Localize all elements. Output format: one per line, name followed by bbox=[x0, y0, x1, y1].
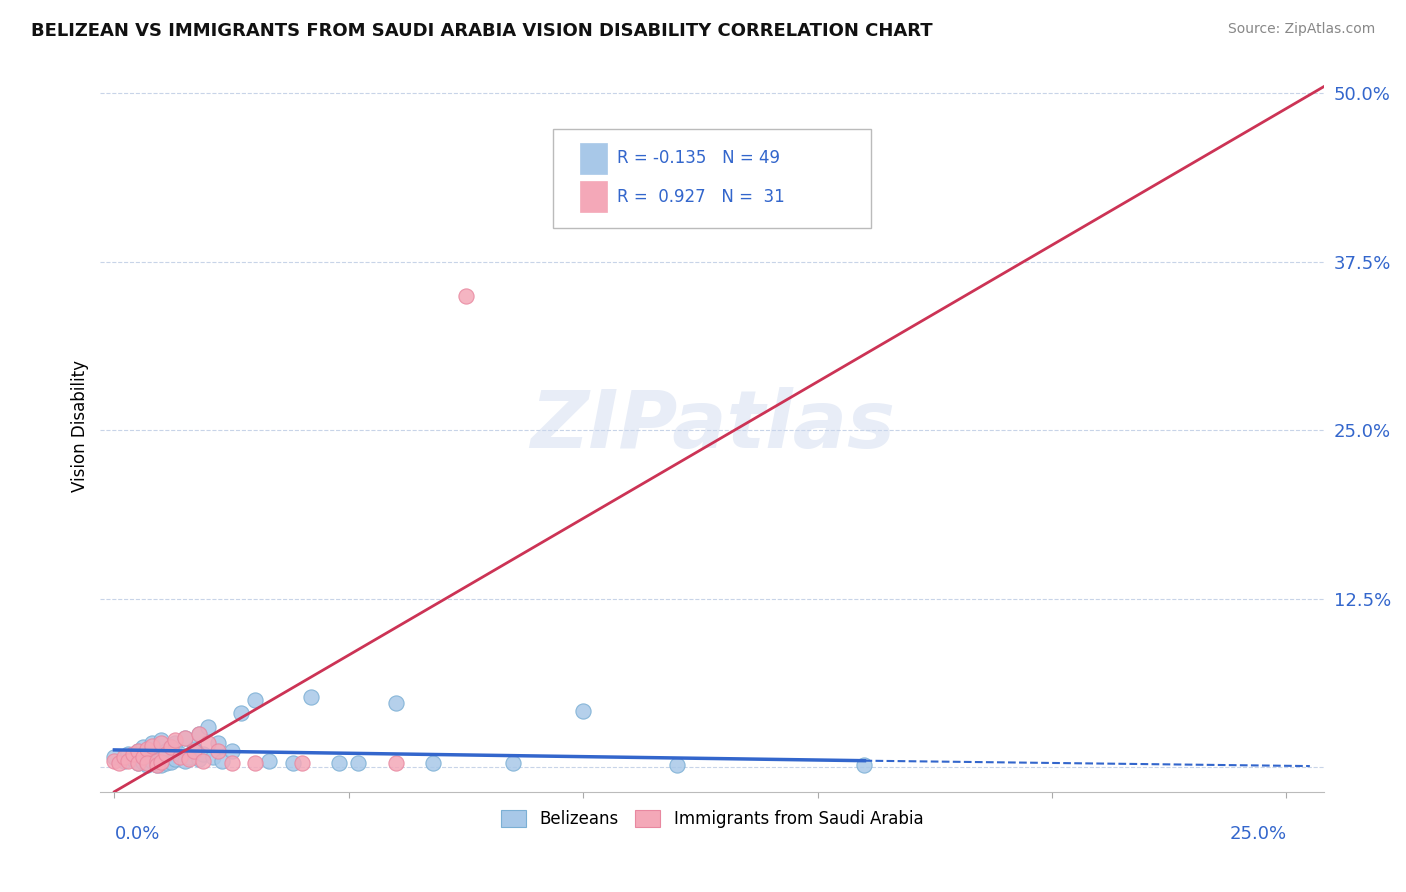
Point bbox=[141, 739, 163, 753]
Point bbox=[117, 747, 139, 761]
Point bbox=[179, 752, 201, 766]
Point bbox=[155, 756, 177, 771]
Point bbox=[150, 733, 173, 747]
Point bbox=[291, 756, 314, 771]
Point bbox=[173, 754, 195, 768]
Point bbox=[454, 288, 477, 302]
Point bbox=[112, 749, 135, 764]
Point bbox=[159, 740, 181, 755]
Point bbox=[127, 756, 149, 771]
Point bbox=[131, 740, 153, 755]
Point bbox=[502, 756, 524, 771]
Text: 0.0%: 0.0% bbox=[114, 825, 160, 844]
Bar bbox=[581, 181, 607, 212]
Point bbox=[179, 749, 201, 764]
Point bbox=[243, 693, 266, 707]
Text: R =  0.927   N =  31: R = 0.927 N = 31 bbox=[617, 187, 785, 205]
Point bbox=[328, 756, 350, 771]
Point bbox=[150, 755, 173, 769]
Point bbox=[127, 744, 149, 758]
Legend: Belizeans, Immigrants from Saudi Arabia: Belizeans, Immigrants from Saudi Arabia bbox=[495, 803, 929, 835]
FancyBboxPatch shape bbox=[553, 129, 872, 228]
Point bbox=[257, 754, 280, 768]
Point bbox=[187, 727, 209, 741]
Text: ZIPatlas: ZIPatlas bbox=[530, 386, 894, 465]
Point bbox=[165, 752, 187, 766]
Point bbox=[173, 731, 195, 745]
Point bbox=[141, 736, 163, 750]
Point bbox=[155, 747, 177, 761]
Point bbox=[108, 756, 131, 771]
Point bbox=[187, 727, 209, 741]
Point bbox=[159, 755, 181, 769]
Point bbox=[197, 720, 219, 734]
Point bbox=[422, 756, 444, 771]
Point bbox=[299, 690, 322, 705]
Point bbox=[187, 752, 209, 766]
Point bbox=[141, 754, 163, 768]
Point bbox=[665, 757, 688, 772]
Bar bbox=[581, 143, 607, 174]
Point bbox=[136, 757, 159, 772]
Point bbox=[281, 756, 304, 771]
Point bbox=[384, 696, 406, 710]
Point bbox=[193, 747, 215, 761]
Point bbox=[150, 736, 173, 750]
Point bbox=[229, 706, 252, 721]
Point bbox=[145, 757, 167, 772]
Point bbox=[384, 756, 406, 771]
Point bbox=[221, 744, 243, 758]
Point bbox=[127, 744, 149, 758]
Point bbox=[112, 754, 135, 768]
Point bbox=[131, 755, 153, 769]
Point bbox=[207, 736, 229, 750]
Point bbox=[136, 741, 159, 756]
Text: R = -0.135   N = 49: R = -0.135 N = 49 bbox=[617, 150, 780, 168]
Point bbox=[117, 754, 139, 768]
Point bbox=[169, 749, 191, 764]
Point bbox=[173, 731, 195, 745]
Text: Source: ZipAtlas.com: Source: ZipAtlas.com bbox=[1227, 22, 1375, 37]
Point bbox=[221, 756, 243, 771]
Y-axis label: Vision Disability: Vision Disability bbox=[72, 359, 89, 491]
Point bbox=[243, 756, 266, 771]
Point bbox=[150, 757, 173, 772]
Point bbox=[183, 744, 205, 758]
Point bbox=[136, 747, 159, 761]
Point bbox=[165, 733, 187, 747]
Point bbox=[197, 736, 219, 750]
Point bbox=[145, 749, 167, 764]
Point bbox=[211, 754, 233, 768]
Text: BELIZEAN VS IMMIGRANTS FROM SAUDI ARABIA VISION DISABILITY CORRELATION CHART: BELIZEAN VS IMMIGRANTS FROM SAUDI ARABIA… bbox=[31, 22, 932, 40]
Point bbox=[103, 749, 125, 764]
Point bbox=[122, 747, 145, 761]
Point bbox=[572, 704, 595, 718]
Point bbox=[159, 740, 181, 755]
Text: 25.0%: 25.0% bbox=[1229, 825, 1286, 844]
Point bbox=[155, 744, 177, 758]
Point bbox=[127, 756, 149, 771]
Point bbox=[853, 757, 876, 772]
Point bbox=[150, 751, 173, 765]
Point bbox=[193, 754, 215, 768]
Point bbox=[136, 756, 159, 771]
Point bbox=[165, 736, 187, 750]
Point bbox=[169, 747, 191, 761]
Point bbox=[201, 749, 224, 764]
Point bbox=[145, 757, 167, 772]
Point bbox=[131, 749, 153, 764]
Point bbox=[183, 741, 205, 756]
Point bbox=[347, 756, 370, 771]
Point bbox=[103, 754, 125, 768]
Point bbox=[207, 744, 229, 758]
Point bbox=[145, 754, 167, 768]
Point bbox=[122, 752, 145, 766]
